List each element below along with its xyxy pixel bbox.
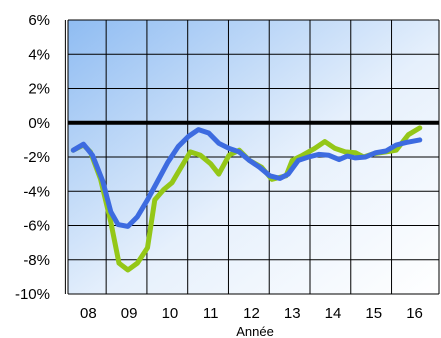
y-tick-label: -6% — [23, 218, 50, 235]
y-tick-label: 0% — [28, 115, 50, 132]
y-tick-label: 6% — [28, 12, 50, 29]
series-line-2 — [70, 127, 423, 229]
y-tick-label: -8% — [23, 252, 50, 269]
x-tick-label: 12 — [243, 305, 260, 322]
x-tick-label: 14 — [325, 305, 342, 322]
x-tick-label: 11 — [203, 305, 219, 322]
y-tick-label: 2% — [28, 81, 50, 98]
y-tick-label: -4% — [23, 183, 50, 200]
x-axis-title: Année — [236, 324, 274, 338]
x-tick-labels: 08 09 10 11 12 13 14 15 16 — [80, 305, 423, 322]
x-tick-label: 08 — [80, 305, 97, 322]
y-tick-label: -2% — [23, 149, 50, 166]
y-tick-label: 4% — [28, 46, 50, 63]
y-tick-labels: 6% 4% 2% 0% -2% -4% -6% -8% -10% — [15, 12, 50, 303]
series-group — [70, 125, 423, 273]
x-tick-label: 13 — [284, 305, 301, 322]
y-tick-label: -10% — [15, 286, 50, 303]
x-tick-label: 09 — [121, 305, 138, 322]
x-tick-label: 15 — [365, 305, 382, 322]
x-tick-label: 10 — [162, 305, 179, 322]
x-tick-label: 16 — [406, 305, 423, 322]
